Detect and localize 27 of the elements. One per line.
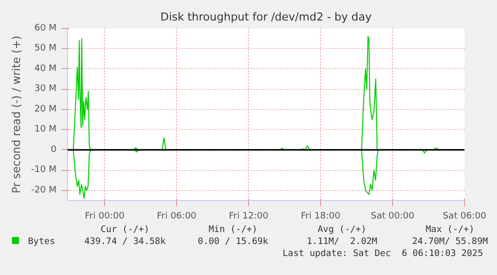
text: 439.74 / 34.58k (84, 236, 166, 249)
text: Min (-/+) (208, 224, 258, 237)
text: 1.11M/ 2.02M (306, 236, 378, 249)
text: Last update: Sat Dec 6 06:10:03 2025 (282, 248, 483, 261)
text: Avg (-/+) (318, 224, 366, 237)
x-tick-label: Fri 12:00 (228, 212, 269, 222)
y-tick-label: -10 M (31, 165, 56, 176)
x-tick-label: Sat 00:00 (370, 212, 415, 222)
legend-label: Bytes (27, 236, 56, 249)
y-tick-label: 20 M (34, 104, 56, 114)
y-tick-label: 10 M (34, 124, 56, 135)
text: Cur (-/+) (100, 224, 150, 237)
text: 0.00 / 15.69k (198, 236, 268, 249)
y-tick-label: 0 (50, 144, 57, 155)
x-tick-label: Fri 06:00 (156, 212, 197, 222)
y-tick-label: 40 M (34, 64, 56, 74)
text: 24.70M/ 55.89M (412, 236, 488, 249)
y-tick-label: 50 M (34, 44, 56, 54)
y-tick-label: 30 M (34, 84, 56, 94)
x-tick-label: Sat 06:00 (442, 212, 487, 222)
y-tick-label: 60 M (34, 24, 56, 34)
x-tick-label: Fri 00:00 (84, 212, 125, 222)
chart-title: Disk throughput for /dev/md2 - by day (160, 10, 372, 24)
y-axis-title: Pr second read (-) / write (+) (10, 36, 24, 194)
x-tick-label: Fri 18:00 (300, 212, 341, 222)
text: Max (-/+) (426, 224, 474, 237)
y-tick-label: -20 M (31, 185, 56, 196)
